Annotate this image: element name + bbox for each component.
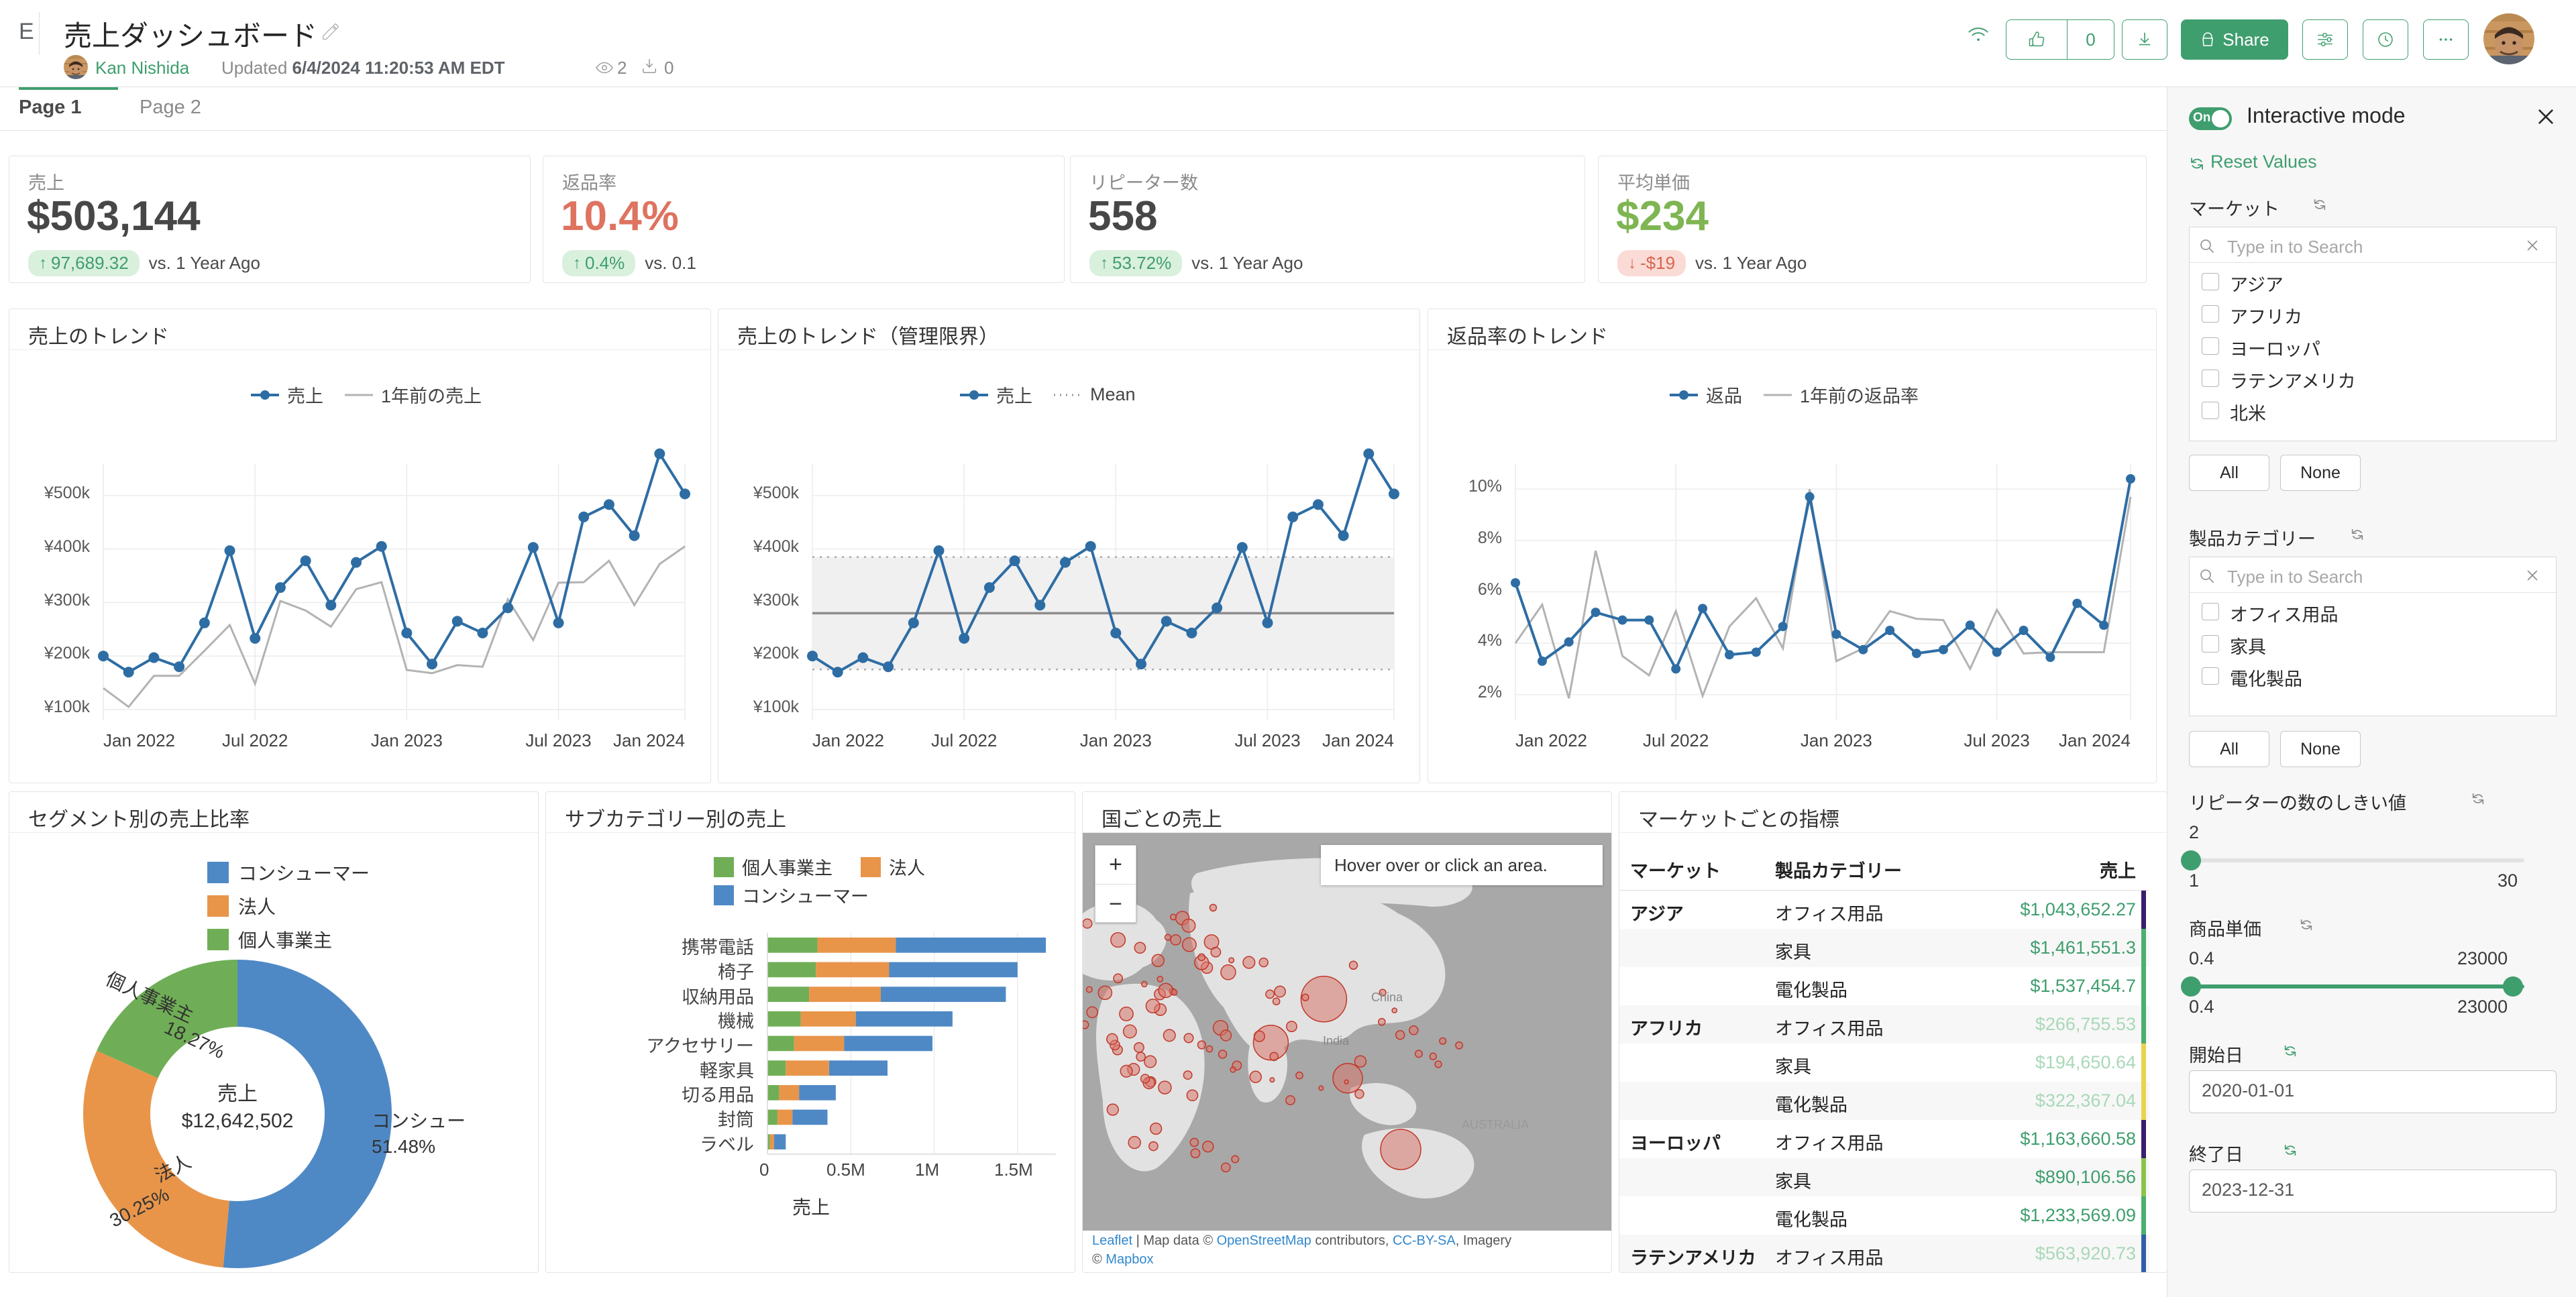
svg-text:コンシュー: コンシュー	[372, 1111, 466, 1131]
svg-text:51.48%: 51.48%	[372, 1136, 435, 1157]
svg-text:$12,642,502: $12,642,502	[182, 1110, 294, 1132]
svg-text:売上: 売上	[217, 1083, 258, 1105]
